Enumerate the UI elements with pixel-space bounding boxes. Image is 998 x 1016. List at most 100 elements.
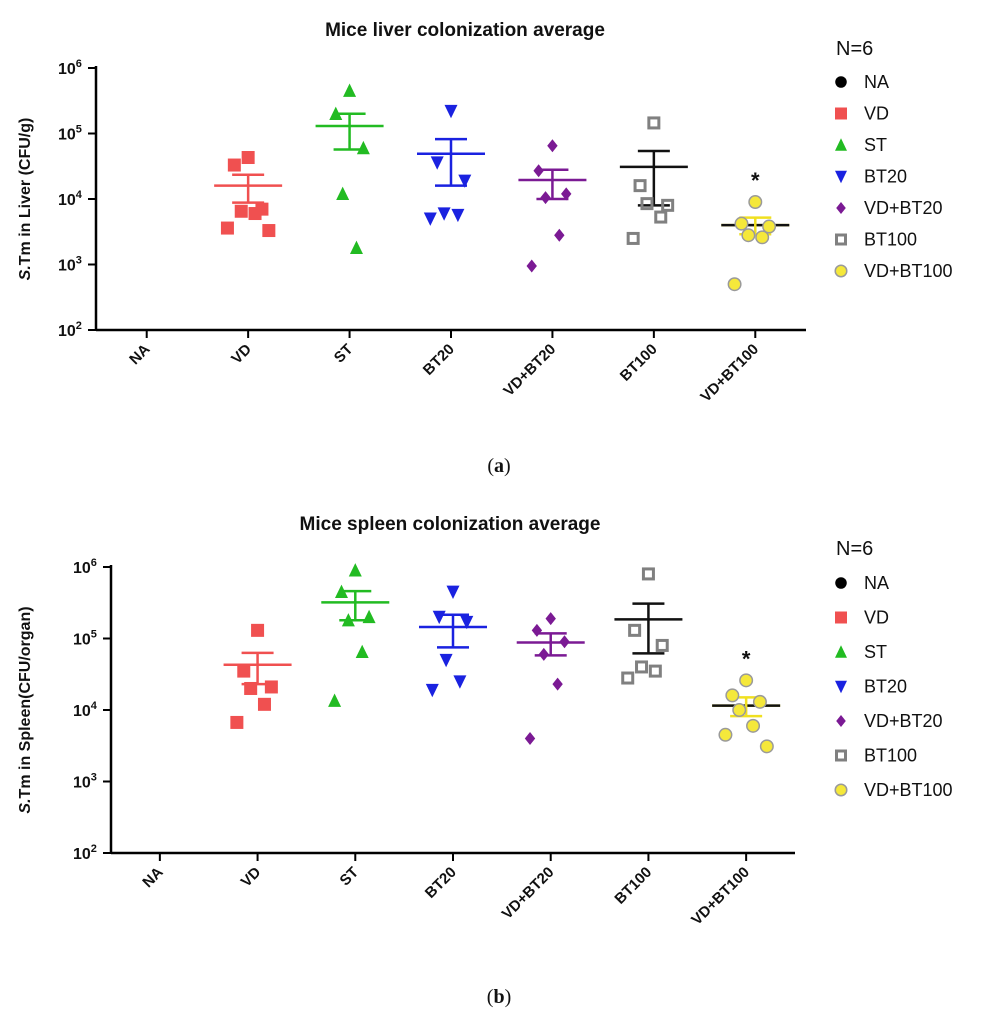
legend-label: VD — [864, 104, 889, 124]
data-point — [446, 585, 460, 599]
series-vd-bt20 — [516, 612, 585, 745]
data-point — [248, 207, 262, 221]
data-point — [739, 673, 754, 688]
data-point — [264, 680, 278, 694]
data-point — [423, 212, 437, 226]
data-point — [741, 228, 756, 243]
legend-marker — [835, 233, 847, 246]
legend: N=6 NA VD ST BT20 VD+BT20 BT100 VD+BT100 — [834, 538, 953, 800]
x-tick-label: VD+BT20 — [499, 864, 558, 923]
data-point — [328, 693, 342, 707]
data-point — [526, 259, 537, 273]
data-point — [362, 609, 376, 624]
data-point — [734, 216, 749, 231]
figure-caption: (a) — [487, 455, 510, 477]
data-point — [241, 151, 255, 165]
legend-marker — [835, 645, 847, 658]
data-point — [524, 731, 536, 745]
y-tick-label: 103 — [58, 255, 82, 275]
chart-panel-b: Mice spleen colonization average 102 103 10… — [17, 514, 953, 1008]
data-point — [725, 688, 740, 703]
legend-label: NA — [864, 573, 889, 593]
y-tick-label: 105 — [73, 629, 97, 649]
data-point — [444, 104, 458, 119]
data-point — [349, 240, 363, 254]
series-st — [321, 563, 390, 707]
legend-label: ST — [864, 642, 887, 662]
data-point — [655, 638, 669, 652]
x-tick-label: BT100 — [617, 341, 661, 385]
legend-label: VD — [864, 608, 889, 628]
data-point — [341, 613, 355, 627]
x-tick-label: VD+BT20 — [500, 341, 559, 400]
data-point — [227, 158, 241, 172]
legend-marker — [835, 76, 847, 88]
data-point — [334, 584, 348, 598]
data-point — [244, 681, 258, 695]
data-point — [748, 195, 763, 209]
x-tick-label: NA — [139, 864, 166, 891]
data-point — [439, 653, 453, 668]
legend-label: BT100 — [864, 230, 917, 250]
data-point — [432, 610, 446, 625]
data-point — [746, 718, 761, 733]
x-tick-label: NA — [126, 341, 153, 368]
data-point — [220, 221, 234, 235]
y-tick-label: 106 — [58, 58, 82, 78]
x-tick-label: VD+BT100 — [697, 341, 762, 406]
data-point — [356, 140, 370, 155]
data-point — [732, 703, 747, 717]
data-point — [251, 623, 265, 637]
y-tick-label: 102 — [58, 320, 82, 340]
data-point — [451, 208, 465, 223]
data-point — [329, 106, 343, 120]
data-point — [545, 612, 556, 626]
chart-title: Mice spleen colonization average — [300, 514, 601, 535]
data-point — [559, 635, 570, 649]
significance-star: * — [751, 168, 760, 193]
y-tick-label: 103 — [73, 772, 97, 792]
data-point — [718, 727, 733, 742]
x-tick-label: BT20 — [422, 864, 460, 902]
legend-label: BT20 — [864, 677, 907, 697]
data-point — [552, 677, 563, 691]
significance-star: * — [742, 646, 751, 671]
data-point — [343, 83, 357, 97]
legend-title: N=6 — [836, 38, 873, 60]
series-vd — [214, 151, 283, 238]
legend-label: VD+BT100 — [864, 261, 953, 281]
data-point — [762, 219, 777, 234]
y-tick-label: 105 — [58, 124, 82, 144]
series-bt100 — [619, 116, 688, 245]
data-point — [633, 179, 647, 193]
data-point — [759, 739, 774, 754]
x-tick-label: VD — [228, 341, 255, 368]
chart-panel-a: Mice liver colonization average 102 103 104… — [17, 20, 953, 477]
y-tick-label: 106 — [73, 557, 97, 577]
legend-marker — [835, 138, 847, 151]
data-point — [640, 197, 654, 211]
data-point — [554, 228, 565, 242]
series-st — [315, 83, 384, 254]
series-vd-bt20 — [518, 139, 587, 273]
legend-label: NA — [864, 72, 889, 92]
data-point — [336, 186, 350, 200]
y-tick-label: 102 — [73, 843, 97, 863]
legend-marker — [835, 611, 847, 624]
data-point — [460, 615, 474, 630]
figure-caption: (b) — [487, 986, 511, 1008]
legend-label: ST — [864, 135, 887, 155]
legend-marker — [835, 107, 847, 120]
data-point — [641, 567, 655, 581]
data-point — [626, 231, 640, 245]
legend-title: N=6 — [836, 538, 873, 560]
series-bt20 — [417, 104, 485, 226]
legend-label: BT20 — [864, 167, 907, 187]
legend-marker — [836, 715, 846, 727]
data-point — [237, 664, 251, 678]
series-vd-bt100 — [712, 673, 781, 754]
data-point — [621, 671, 635, 685]
series-bt100 — [614, 567, 683, 685]
data-point — [647, 116, 661, 130]
data-point — [458, 174, 472, 188]
